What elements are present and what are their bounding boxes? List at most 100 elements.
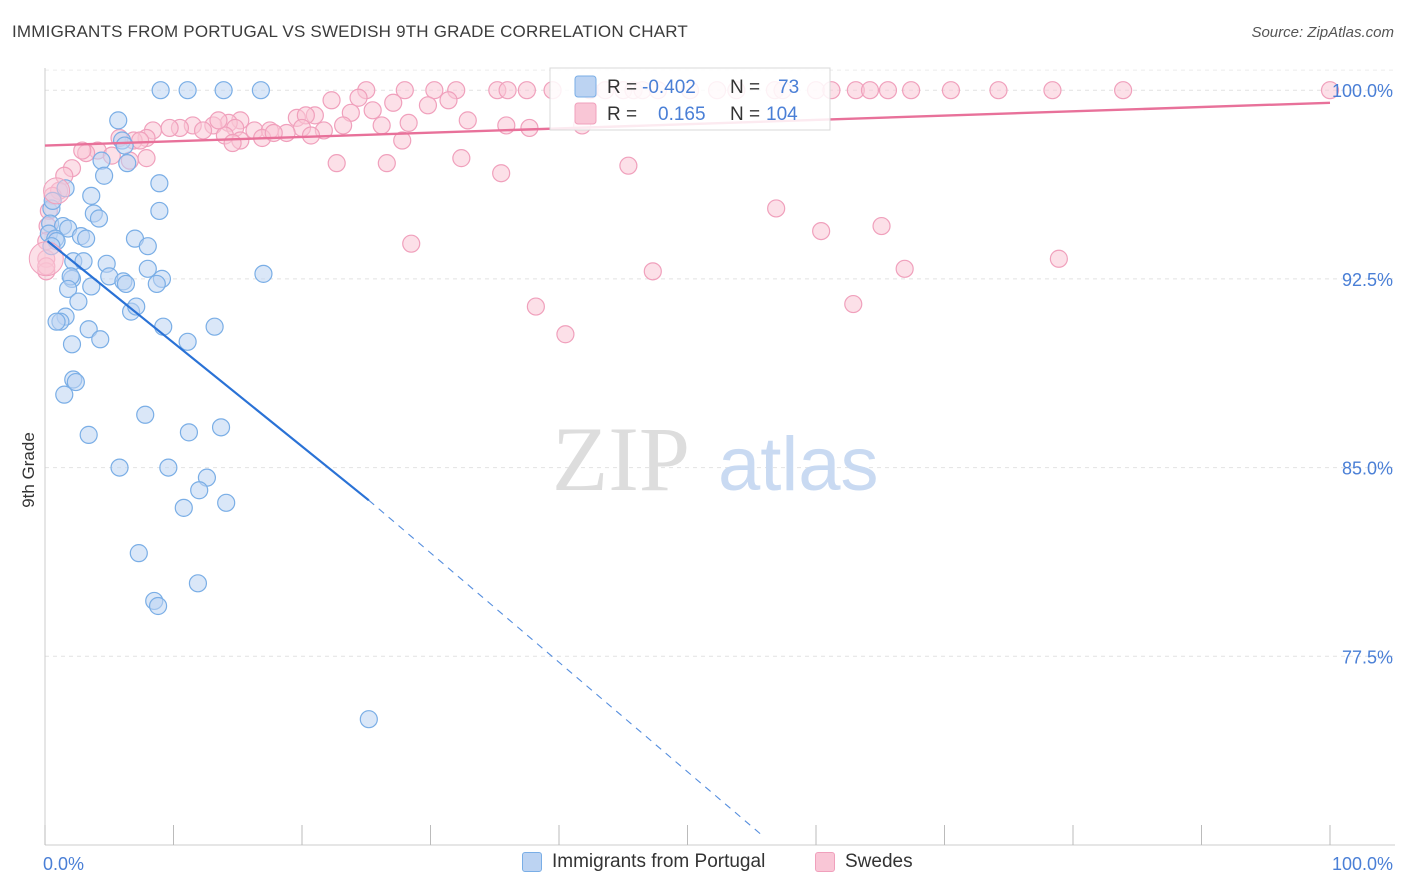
legend-label-portugal: Immigrants from Portugal <box>552 851 766 872</box>
y-tick-label: 92.5% <box>1342 270 1393 290</box>
point-swedes <box>901 81 921 100</box>
watermark-atlas: atlas <box>718 422 879 507</box>
point-swedes <box>844 294 863 314</box>
point-portugal <box>188 574 208 593</box>
point-portugal <box>147 274 166 294</box>
point-portugal <box>217 493 236 512</box>
point-swedes <box>643 262 662 281</box>
point-swedes <box>439 91 458 110</box>
point-swedes <box>393 131 412 150</box>
point-swedes <box>556 325 575 344</box>
point-portugal <box>154 317 173 336</box>
point-swedes <box>860 81 880 100</box>
watermark-zip: ZIP <box>552 408 690 510</box>
legend-label-swedes: Swedes <box>845 851 913 872</box>
point-portugal <box>211 418 231 437</box>
legend-r-label-2: R = <box>607 104 637 125</box>
point-portugal <box>79 320 98 339</box>
point-swedes <box>28 241 64 277</box>
point-portugal <box>92 151 111 170</box>
point-portugal <box>251 81 270 100</box>
point-swedes <box>334 116 353 135</box>
point-portugal <box>159 458 178 477</box>
legend-n-label-2: N = <box>730 104 760 125</box>
point-swedes <box>526 297 545 316</box>
legend-n-value-2: 104 <box>766 104 798 125</box>
x-tick-label: 100.0% <box>1332 854 1393 874</box>
point-swedes <box>517 81 536 100</box>
point-swedes <box>425 81 444 100</box>
point-swedes <box>872 216 891 236</box>
point-portugal <box>138 237 157 256</box>
point-portugal <box>150 174 169 193</box>
point-swedes <box>767 199 786 218</box>
point-portugal <box>151 81 170 100</box>
point-swedes <box>895 259 914 278</box>
trend-line-portugal <box>46 240 370 502</box>
legend-r-value-2: 0.165 <box>658 104 706 125</box>
point-portugal <box>148 596 168 616</box>
point-swedes <box>130 131 150 150</box>
point-portugal <box>69 292 88 311</box>
point-swedes <box>402 234 421 253</box>
point-swedes <box>989 81 1008 100</box>
legend-swatch-pink <box>574 102 597 125</box>
legend-n-label-1: N = <box>730 77 760 98</box>
point-swedes <box>878 81 898 100</box>
point-portugal <box>205 317 224 336</box>
y-tick-label: 85.0% <box>1342 459 1393 479</box>
point-swedes <box>399 113 418 133</box>
y-tick-labels: 77.5% 85.0% 92.5% 100.0% <box>1332 81 1393 667</box>
point-swedes <box>349 88 368 107</box>
point-swedes <box>395 81 414 100</box>
point-portugal <box>150 201 169 221</box>
points-layer <box>28 81 1340 729</box>
stats-legend-box <box>549 67 831 131</box>
y-tick-label: 100.0% <box>1332 81 1393 101</box>
point-portugal <box>190 481 209 500</box>
legend-r-label-1: R = <box>607 77 637 98</box>
point-portugal <box>55 385 74 404</box>
point-swedes <box>193 121 213 140</box>
point-portugal <box>359 710 378 729</box>
point-swedes <box>223 133 242 153</box>
point-swedes <box>384 93 403 112</box>
point-swedes <box>418 96 438 115</box>
point-portugal <box>138 259 157 278</box>
point-portugal <box>179 423 199 442</box>
point-portugal <box>116 274 136 294</box>
point-portugal <box>79 425 98 444</box>
point-swedes <box>137 149 156 168</box>
point-swedes <box>322 91 341 110</box>
point-portugal <box>77 229 96 248</box>
point-portugal <box>118 154 137 173</box>
point-swedes <box>458 111 477 130</box>
point-portugal <box>62 335 82 354</box>
point-portugal <box>95 166 114 185</box>
point-swedes <box>363 101 382 120</box>
legend-item-swedes[interactable]: Swedes <box>815 851 913 873</box>
point-portugal <box>89 209 109 228</box>
point-swedes <box>492 164 511 183</box>
point-swedes <box>377 154 396 173</box>
point-portugal <box>178 81 197 100</box>
x-tick-labels: 0.0% 100.0% <box>43 854 1393 874</box>
point-portugal <box>129 544 148 563</box>
legend-swatch-portugal <box>522 852 542 872</box>
legend-item-portugal[interactable]: Immigrants from Portugal <box>522 851 765 873</box>
point-portugal <box>82 186 101 205</box>
point-swedes <box>1320 81 1340 100</box>
point-portugal <box>254 264 273 283</box>
point-portugal <box>109 111 128 130</box>
point-swedes <box>1049 249 1068 268</box>
point-swedes <box>619 156 638 175</box>
legend-swatch-swedes <box>815 852 835 872</box>
point-portugal <box>59 279 78 299</box>
point-swedes <box>372 116 391 135</box>
grid <box>45 69 1395 657</box>
point-swedes <box>520 118 539 138</box>
point-portugal <box>47 312 66 331</box>
point-portugal <box>74 252 93 271</box>
point-swedes <box>73 141 92 160</box>
